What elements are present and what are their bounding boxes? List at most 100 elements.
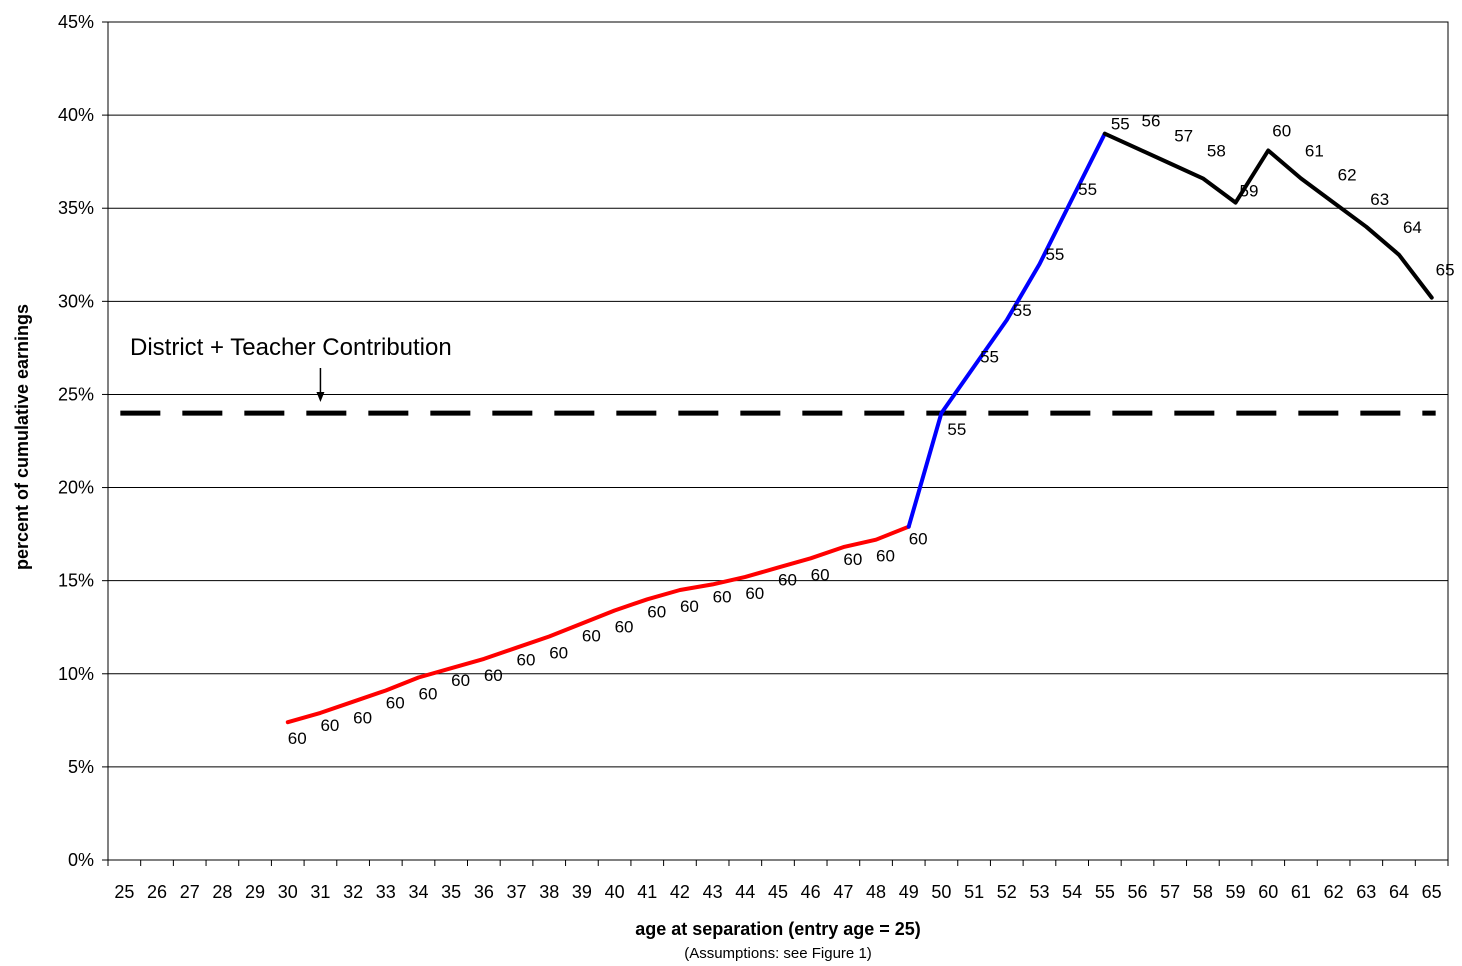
annotation-arrow-head bbox=[316, 392, 325, 402]
point-label: 60 bbox=[353, 709, 372, 728]
series-line-2 bbox=[906, 131, 1107, 529]
point-label: 60 bbox=[418, 685, 437, 704]
point-label: 65 bbox=[1436, 261, 1455, 280]
x-axis-note: (Assumptions: see Figure 1) bbox=[684, 945, 872, 962]
point-label: 55 bbox=[1111, 115, 1130, 134]
x-tick-label: 32 bbox=[343, 882, 363, 902]
x-tick-label: 28 bbox=[212, 882, 232, 902]
x-tick-label: 61 bbox=[1291, 882, 1311, 902]
x-tick-label: 46 bbox=[801, 882, 821, 902]
x-tick-label: 40 bbox=[605, 882, 625, 902]
x-tick-label: 60 bbox=[1258, 882, 1278, 902]
x-tick-label: 37 bbox=[507, 882, 527, 902]
point-labels: 60 60 60 60 60 60 60 60 60 60 60 60 60 60 60 60 60 60 60 60… bbox=[288, 112, 1455, 749]
y-tick-label: 40% bbox=[58, 105, 94, 125]
point-label: 55 bbox=[980, 348, 999, 367]
x-tick-label: 35 bbox=[441, 882, 461, 902]
point-label: 60 bbox=[451, 671, 470, 690]
x-tick-label: 48 bbox=[866, 882, 886, 902]
point-label: 60 bbox=[320, 716, 339, 735]
point-label: 60 bbox=[517, 651, 536, 670]
point-label: 60 bbox=[549, 644, 568, 663]
point-label: 59 bbox=[1240, 182, 1259, 201]
x-tick-label: 43 bbox=[703, 882, 723, 902]
point-label: 60 bbox=[615, 617, 634, 636]
series-line-3 bbox=[1102, 131, 1434, 300]
x-tick-label: 50 bbox=[931, 882, 951, 902]
x-tick-label: 55 bbox=[1095, 882, 1115, 902]
point-label: 63 bbox=[1370, 190, 1389, 209]
axes: 0% 5% 10% 15% 20% 25% 30% 35% 40% 45% 25 26 27 28 29 30… bbox=[58, 12, 1449, 902]
point-label: 60 bbox=[582, 626, 601, 645]
x-tick-label: 63 bbox=[1356, 882, 1376, 902]
point-label: 60 bbox=[647, 602, 666, 621]
x-tick-label: 53 bbox=[1029, 882, 1049, 902]
point-label: 55 bbox=[947, 420, 966, 439]
point-label: 60 bbox=[876, 547, 895, 566]
y-tick-label: 10% bbox=[58, 664, 94, 684]
y-tick-label: 25% bbox=[58, 384, 94, 404]
point-label: 64 bbox=[1403, 218, 1422, 237]
x-tick-label: 47 bbox=[833, 882, 853, 902]
point-label: 60 bbox=[680, 597, 699, 616]
point-label: 55 bbox=[1013, 301, 1032, 320]
y-tick-label: 5% bbox=[68, 757, 94, 777]
x-tick-label: 44 bbox=[735, 882, 755, 902]
point-label: 60 bbox=[288, 729, 307, 748]
y-tick-label: 30% bbox=[58, 291, 94, 311]
point-label: 60 bbox=[713, 587, 732, 606]
x-tick-label: 58 bbox=[1193, 882, 1213, 902]
point-label: 60 bbox=[386, 694, 405, 713]
point-label: 60 bbox=[843, 550, 862, 569]
x-tick-label: 41 bbox=[637, 882, 657, 902]
point-label: 60 bbox=[484, 666, 503, 685]
point-label: 60 bbox=[909, 530, 928, 549]
x-tick-label: 39 bbox=[572, 882, 592, 902]
y-tick-label: 45% bbox=[58, 12, 94, 32]
plot-area bbox=[107, 21, 1449, 861]
point-label: 60 bbox=[778, 571, 797, 590]
x-tick-label: 64 bbox=[1389, 882, 1409, 902]
y-tick-label: 15% bbox=[58, 571, 94, 591]
x-tick-label: 51 bbox=[964, 882, 984, 902]
point-label: 55 bbox=[1045, 245, 1064, 264]
x-tick-label: 33 bbox=[376, 882, 396, 902]
series-layer bbox=[285, 131, 1434, 725]
x-tick-label: 56 bbox=[1127, 882, 1147, 902]
x-tick-label: 31 bbox=[310, 882, 330, 902]
y-axis-title: percent of cumulative earnings bbox=[12, 304, 32, 570]
x-axis-title: age at separation (entry age = 25) bbox=[635, 919, 921, 939]
point-label: 60 bbox=[745, 584, 764, 603]
point-label: 56 bbox=[1142, 112, 1161, 131]
x-tick-label: 25 bbox=[114, 882, 134, 902]
point-label: 60 bbox=[811, 565, 830, 584]
x-tick-label: 54 bbox=[1062, 882, 1082, 902]
y-tick-label: 35% bbox=[58, 198, 94, 218]
y-tick-label: 0% bbox=[68, 850, 94, 870]
x-tick-label: 65 bbox=[1422, 882, 1442, 902]
point-label: 55 bbox=[1078, 180, 1097, 199]
x-tick-label: 26 bbox=[147, 882, 167, 902]
series-line-1 bbox=[285, 524, 911, 725]
x-tick-label: 36 bbox=[474, 882, 494, 902]
x-tick-label: 34 bbox=[408, 882, 428, 902]
gridlines bbox=[108, 114, 1448, 768]
x-tick-label: 30 bbox=[278, 882, 298, 902]
x-tick-label: 52 bbox=[997, 882, 1017, 902]
x-tick-label: 45 bbox=[768, 882, 788, 902]
x-tick-label: 27 bbox=[180, 882, 200, 902]
x-tick-label: 49 bbox=[899, 882, 919, 902]
annotation-arrow bbox=[316, 368, 325, 402]
annotation-text: District + Teacher Contribution bbox=[130, 334, 452, 361]
x-tick-label: 62 bbox=[1324, 882, 1344, 902]
x-tick-label: 57 bbox=[1160, 882, 1180, 902]
x-tick-label: 59 bbox=[1226, 882, 1246, 902]
x-tick-label: 42 bbox=[670, 882, 690, 902]
point-label: 62 bbox=[1338, 166, 1357, 185]
x-tick-label: 38 bbox=[539, 882, 559, 902]
x-tick-label: 29 bbox=[245, 882, 265, 902]
point-label: 58 bbox=[1207, 141, 1226, 160]
point-label: 61 bbox=[1305, 141, 1324, 160]
point-label: 57 bbox=[1174, 127, 1193, 146]
